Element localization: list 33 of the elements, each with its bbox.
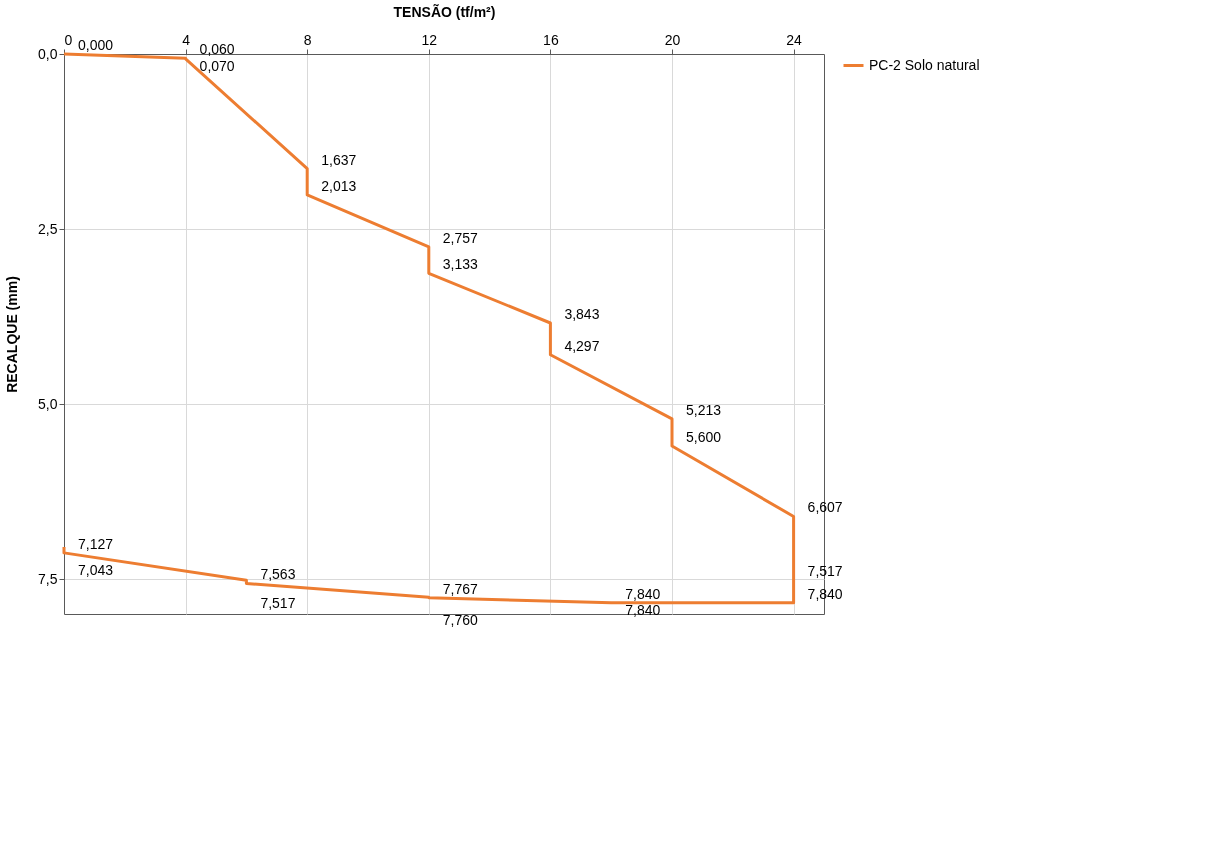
y-axis-title: RECALQUE (mm): [4, 276, 21, 393]
data-label: 7,840: [625, 585, 661, 602]
y-tick-label: 5,0: [38, 395, 58, 412]
data-label: 7,127: [78, 535, 114, 552]
data-label: 0,060: [199, 41, 235, 58]
y-tick-label: 7,5: [38, 570, 58, 587]
x-tick-label: 20: [664, 31, 681, 48]
data-label: 0,000: [78, 37, 114, 53]
data-label: 7,563: [260, 566, 296, 583]
x-tick-label: 16: [543, 31, 559, 48]
x-tick-label: 12: [421, 31, 438, 48]
data-label: 7,517: [260, 595, 296, 612]
x-axis-title: TENSÃO (tf/m²): [393, 2, 496, 20]
data-label: 5,600: [686, 429, 722, 445]
data-label: 2,757: [442, 229, 479, 246]
x-tick-label: 4: [182, 31, 191, 48]
data-label: 3,133: [442, 256, 479, 273]
x-tick-label: 24: [786, 31, 803, 48]
x-tick-label: 8: [303, 31, 312, 48]
data-label: 4,297: [564, 337, 600, 354]
data-label: 5,213: [686, 401, 722, 418]
data-label: 3,843: [564, 306, 600, 323]
data-label: 2,013: [321, 177, 357, 194]
y-tick-label: 0,0: [38, 45, 58, 62]
data-label: 1,637: [321, 151, 357, 168]
data-label: 7,840: [625, 601, 661, 618]
data-label: 7,043: [78, 562, 114, 579]
legend-label: PC-2 Solo natural: [869, 56, 980, 73]
data-label: 7,760: [442, 612, 479, 629]
data-label: 0,070: [199, 57, 235, 74]
data-label: 7,767: [442, 580, 479, 597]
x-tick-label: 0: [64, 31, 73, 48]
y-tick-label: 2,5: [38, 220, 58, 237]
